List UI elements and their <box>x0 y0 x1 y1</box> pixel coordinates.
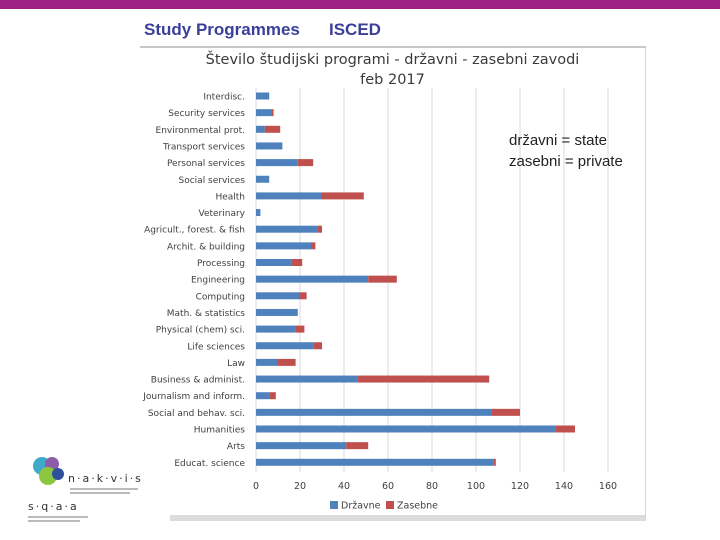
category-label: Veterinary <box>198 209 245 219</box>
bar-zasebne <box>291 259 303 266</box>
logo-name-sqaa: s·q·a·a <box>28 500 79 513</box>
category-label: Security services <box>168 109 245 119</box>
header-title-isced: ISCED <box>329 20 381 39</box>
bar-drzavne <box>256 292 300 300</box>
legend-label: Zasebne <box>397 501 438 512</box>
logo-tagline-line <box>28 516 88 518</box>
bar-drzavne <box>256 358 278 366</box>
x-tick-label: 140 <box>555 481 573 492</box>
bar-drzavne <box>256 242 311 250</box>
translation-note-state: državni = state <box>509 132 607 149</box>
chart-subtitle: feb 2017 <box>360 72 425 88</box>
bar-drzavne <box>256 175 270 183</box>
chart-frame-top-line <box>140 46 646 48</box>
bar-drzavne <box>256 109 272 117</box>
top-accent-bar <box>0 0 720 9</box>
category-label: Processing <box>197 259 245 269</box>
logo-speech-bubbles-icon <box>33 457 64 485</box>
chart-frame-bottom-bar <box>170 515 645 521</box>
bar-drzavne <box>256 275 369 283</box>
bar-drzavne <box>256 342 314 350</box>
logo-name-nakvis: n·a·k·v·i·s <box>68 472 143 485</box>
x-tick-label: 20 <box>294 481 306 492</box>
category-label: Arts <box>227 442 245 452</box>
bar-drzavne <box>256 425 556 433</box>
legend-label: Državne <box>341 501 381 512</box>
category-label: Personal services <box>167 159 245 169</box>
category-label: Agricult., forest. & fish <box>144 226 245 236</box>
bar-drzavne <box>256 442 347 450</box>
chart-title: Število študijski programi - državni - z… <box>205 52 580 68</box>
bar-zasebne <box>264 125 281 133</box>
x-tick-label: 80 <box>426 481 438 492</box>
category-label: Social and behav. sci. <box>148 409 245 419</box>
header-title-study-programmes: Study Programmes <box>144 20 300 39</box>
bar-zasebne <box>269 392 276 400</box>
category-label: Transport services <box>162 142 245 152</box>
bar-zasebne <box>313 342 322 350</box>
bar-drzavne <box>256 408 492 416</box>
bar-zasebne <box>555 425 575 433</box>
category-label: Archit. & building <box>167 242 245 252</box>
nakvis-logo: n·a·k·v·i·s s·q·a·a <box>28 452 143 524</box>
x-tick-label: 60 <box>382 481 394 492</box>
category-label: Life sciences <box>187 342 245 352</box>
bar-zasebne <box>278 358 296 366</box>
bar-drzavne <box>256 125 265 133</box>
category-label: Humanities <box>194 426 246 436</box>
bar-drzavne <box>256 392 270 400</box>
x-tick-label: 120 <box>511 481 529 492</box>
x-tick-label: 100 <box>467 481 485 492</box>
bar-zasebne <box>311 242 316 250</box>
category-label: Computing <box>196 292 245 302</box>
bar-drzavne <box>256 92 270 100</box>
bar-drzavne <box>256 192 322 200</box>
bar-drzavne <box>256 209 261 217</box>
logo-tagline-line <box>70 492 130 494</box>
legend-swatch <box>386 501 394 509</box>
category-label: Math. & statistics <box>167 309 246 319</box>
bar-drzavne <box>256 159 298 167</box>
x-tick-label: 40 <box>338 481 350 492</box>
bar-zasebne <box>271 109 274 117</box>
bar-drzavne <box>256 308 298 316</box>
legend-swatch <box>330 501 338 509</box>
bar-drzavne <box>256 259 292 266</box>
logo-tagline-line <box>70 488 138 490</box>
bar-drzavne <box>256 225 318 233</box>
bar-zasebne <box>295 325 305 333</box>
bar-zasebne <box>322 192 364 200</box>
bar-drzavne <box>256 325 296 333</box>
category-label: Business & administ. <box>151 376 245 386</box>
x-tick-label: 0 <box>253 481 259 492</box>
category-label: Social services <box>179 176 246 186</box>
category-label: Interdisc. <box>203 93 245 103</box>
bar-zasebne <box>297 159 314 167</box>
bar-zasebne <box>357 375 490 383</box>
bar-zasebne <box>368 275 397 283</box>
category-label: Environmental prot. <box>156 126 245 136</box>
logo-tagline-line <box>28 520 80 522</box>
bar-drzavne <box>256 458 494 466</box>
bar-zasebne <box>346 442 369 450</box>
category-label: Physical (chem) sci. <box>156 326 245 336</box>
chart-frame <box>140 46 646 521</box>
bar-zasebne <box>300 292 307 300</box>
bar-zasebne <box>317 225 322 233</box>
category-label: Health <box>215 192 245 202</box>
category-label: Journalism and inform. <box>142 392 245 402</box>
category-label: Engineering <box>191 276 245 286</box>
category-label: Law <box>227 359 245 369</box>
bar-drzavne <box>256 142 283 150</box>
x-tick-label: 160 <box>599 481 617 492</box>
category-label: Educat. science <box>174 459 245 469</box>
bar-zasebne <box>493 458 496 466</box>
translation-note-private: zasebni = private <box>509 153 623 170</box>
bar-drzavne <box>256 375 358 383</box>
bar-zasebne <box>491 408 520 416</box>
